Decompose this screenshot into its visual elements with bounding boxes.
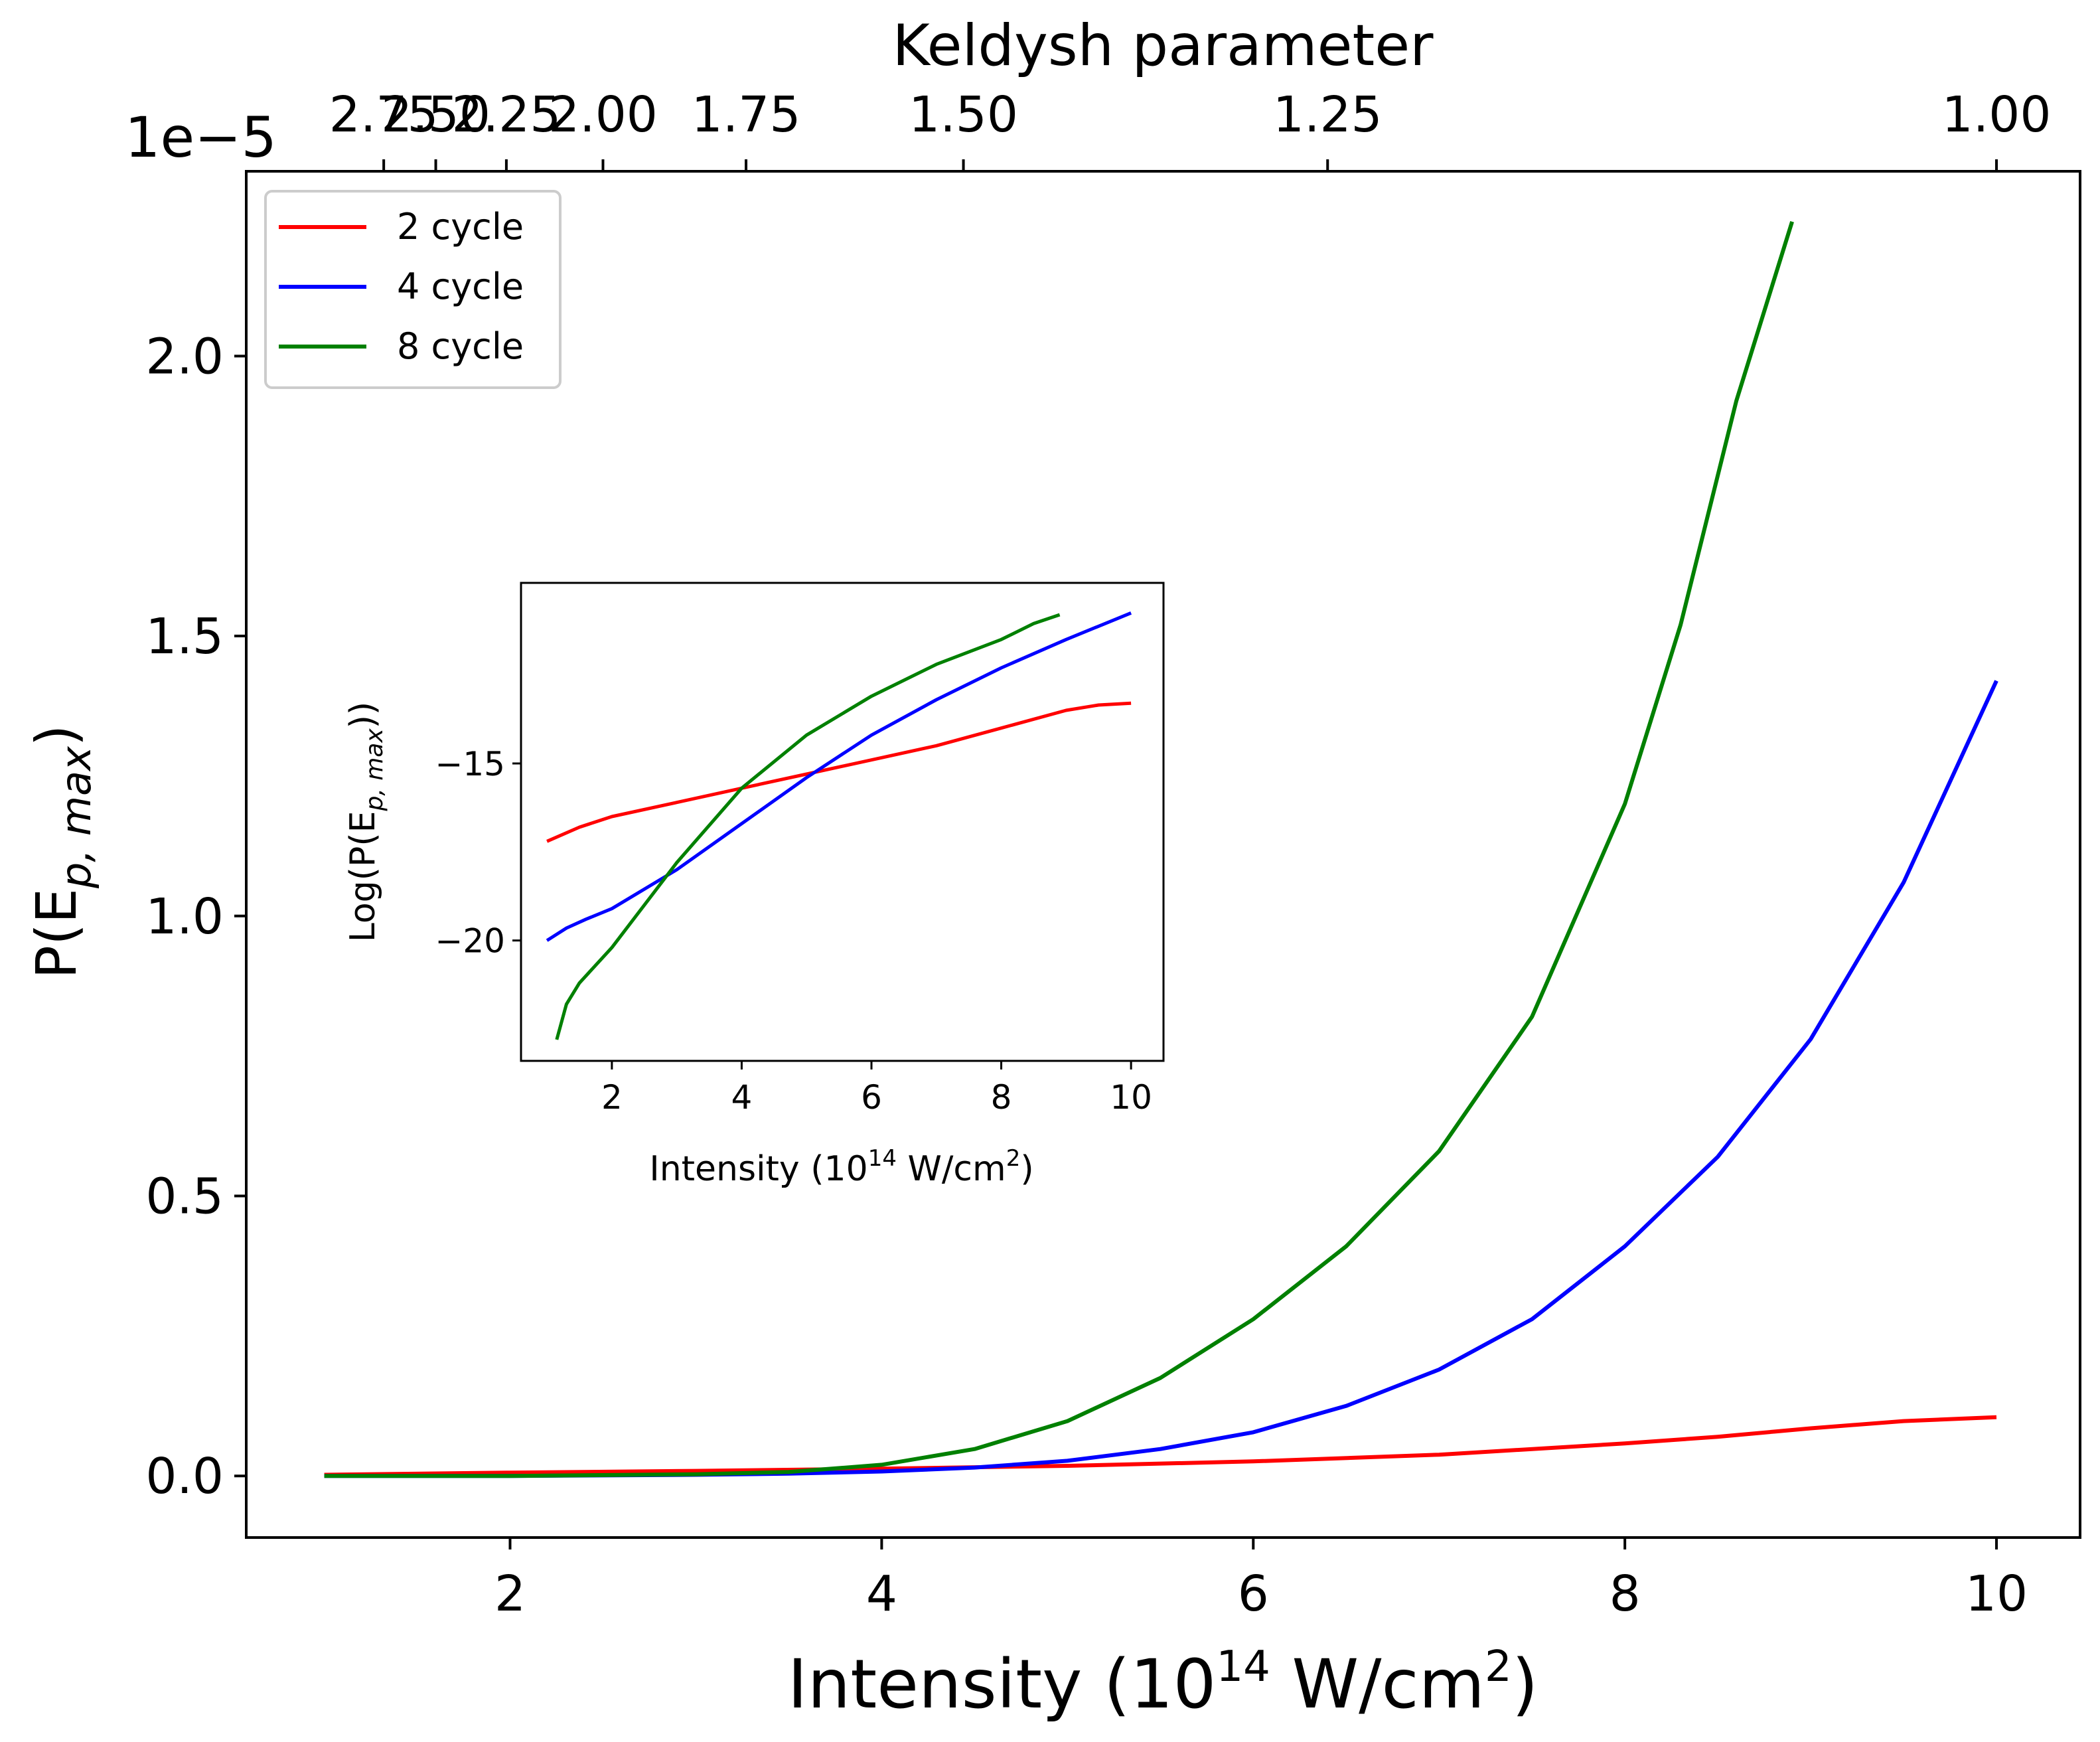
inset-chart: 2 4 6 8 10 −15 −20 Intensity (1014 W/cm2) Log… bbox=[343, 582, 1165, 1189]
inset-series-4-cycle bbox=[546, 611, 1132, 942]
inset-background bbox=[521, 583, 1163, 1061]
main-x-ticks: 2 4 6 8 10 bbox=[494, 1538, 2028, 1623]
inset-y-tick-label: −20 bbox=[435, 922, 505, 961]
inset-x-tick-label: 2 bbox=[601, 1078, 623, 1117]
legend: 2 cycle 4 cycle 8 cycle bbox=[264, 190, 562, 389]
inset-x-tick-label: 8 bbox=[991, 1078, 1012, 1117]
top-tick-label: 2.00 bbox=[548, 86, 658, 143]
top-axis-title: Keldysh parameter bbox=[892, 13, 1434, 79]
main-x-tick-label: 6 bbox=[1238, 1565, 1269, 1623]
legend-label-2-cycle: 2 cycle bbox=[397, 206, 524, 248]
main-series-2-cycle bbox=[324, 1415, 1997, 1477]
main-y-tick-label: 0.5 bbox=[145, 1168, 224, 1226]
main-series-8-cycle bbox=[324, 221, 1794, 1478]
inset-x-ticks: 2 4 6 8 10 bbox=[601, 1061, 1152, 1117]
main-plot-frame bbox=[245, 170, 2081, 1539]
main-y-ticks: 0.0 0.5 1.0 1.5 2.0 bbox=[145, 328, 246, 1505]
inset-y-tick-label: −15 bbox=[435, 745, 505, 783]
inset-series-lines bbox=[546, 611, 1132, 1040]
top-axis-ticks: 2.752.502.252.00 1.75 1.50 1.25 1.00 bbox=[329, 86, 2052, 171]
top-tick-label: 1.25 bbox=[1273, 86, 1383, 143]
legend-label-4-cycle: 4 cycle bbox=[397, 266, 524, 307]
inset-series-2-cycle bbox=[546, 701, 1132, 843]
top-tick-label: 1.00 bbox=[1942, 86, 2052, 143]
main-x-tick-label: 10 bbox=[1965, 1565, 2028, 1623]
legend-frame bbox=[264, 190, 562, 389]
top-tick-label: 2.75 bbox=[329, 86, 439, 143]
top-tick-label: 2.50 bbox=[381, 86, 490, 143]
main-series-lines bbox=[324, 221, 1998, 1478]
main-y-tick-label: 1.5 bbox=[145, 608, 224, 665]
main-y-tick-label: 1.0 bbox=[145, 888, 224, 945]
inset-x-tick-label: 10 bbox=[1110, 1078, 1152, 1117]
main-chart: 2 4 6 8 10 0.0 0.5 1.0 1.5 2.0 2.752.502.252.00 1… bbox=[24, 13, 2081, 1724]
legend-label-8-cycle: 8 cycle bbox=[397, 325, 524, 367]
top-tick-label: 1.50 bbox=[909, 86, 1018, 143]
inset-y-ticks: −15 −20 bbox=[435, 745, 521, 961]
main-y-tick-label: 2.0 bbox=[145, 328, 224, 385]
main-x-tick-label: 8 bbox=[1610, 1565, 1641, 1623]
x-axis-title: Intensity (1014 W/cm2) bbox=[787, 1642, 1538, 1724]
top-tick-label: 1.75 bbox=[692, 86, 801, 143]
inset-x-axis-title: Intensity (1014 W/cm2) bbox=[649, 1145, 1033, 1189]
top-tick-label: 2.25 bbox=[452, 86, 562, 143]
main-x-tick-label: 4 bbox=[866, 1565, 897, 1623]
inset-plot-frame bbox=[520, 582, 1165, 1062]
y-offset-text: 1e−5 bbox=[125, 105, 277, 170]
y-axis-title: P(Ep, max) bbox=[24, 724, 100, 979]
main-x-tick-label: 2 bbox=[494, 1565, 526, 1623]
inset-y-axis-title: Log(P(Ep, max)) bbox=[343, 702, 388, 942]
inset-x-tick-label: 6 bbox=[861, 1078, 882, 1117]
inset-x-tick-label: 4 bbox=[731, 1078, 753, 1117]
main-y-tick-label: 0.0 bbox=[145, 1448, 224, 1505]
inset-series-8-cycle bbox=[555, 613, 1061, 1040]
